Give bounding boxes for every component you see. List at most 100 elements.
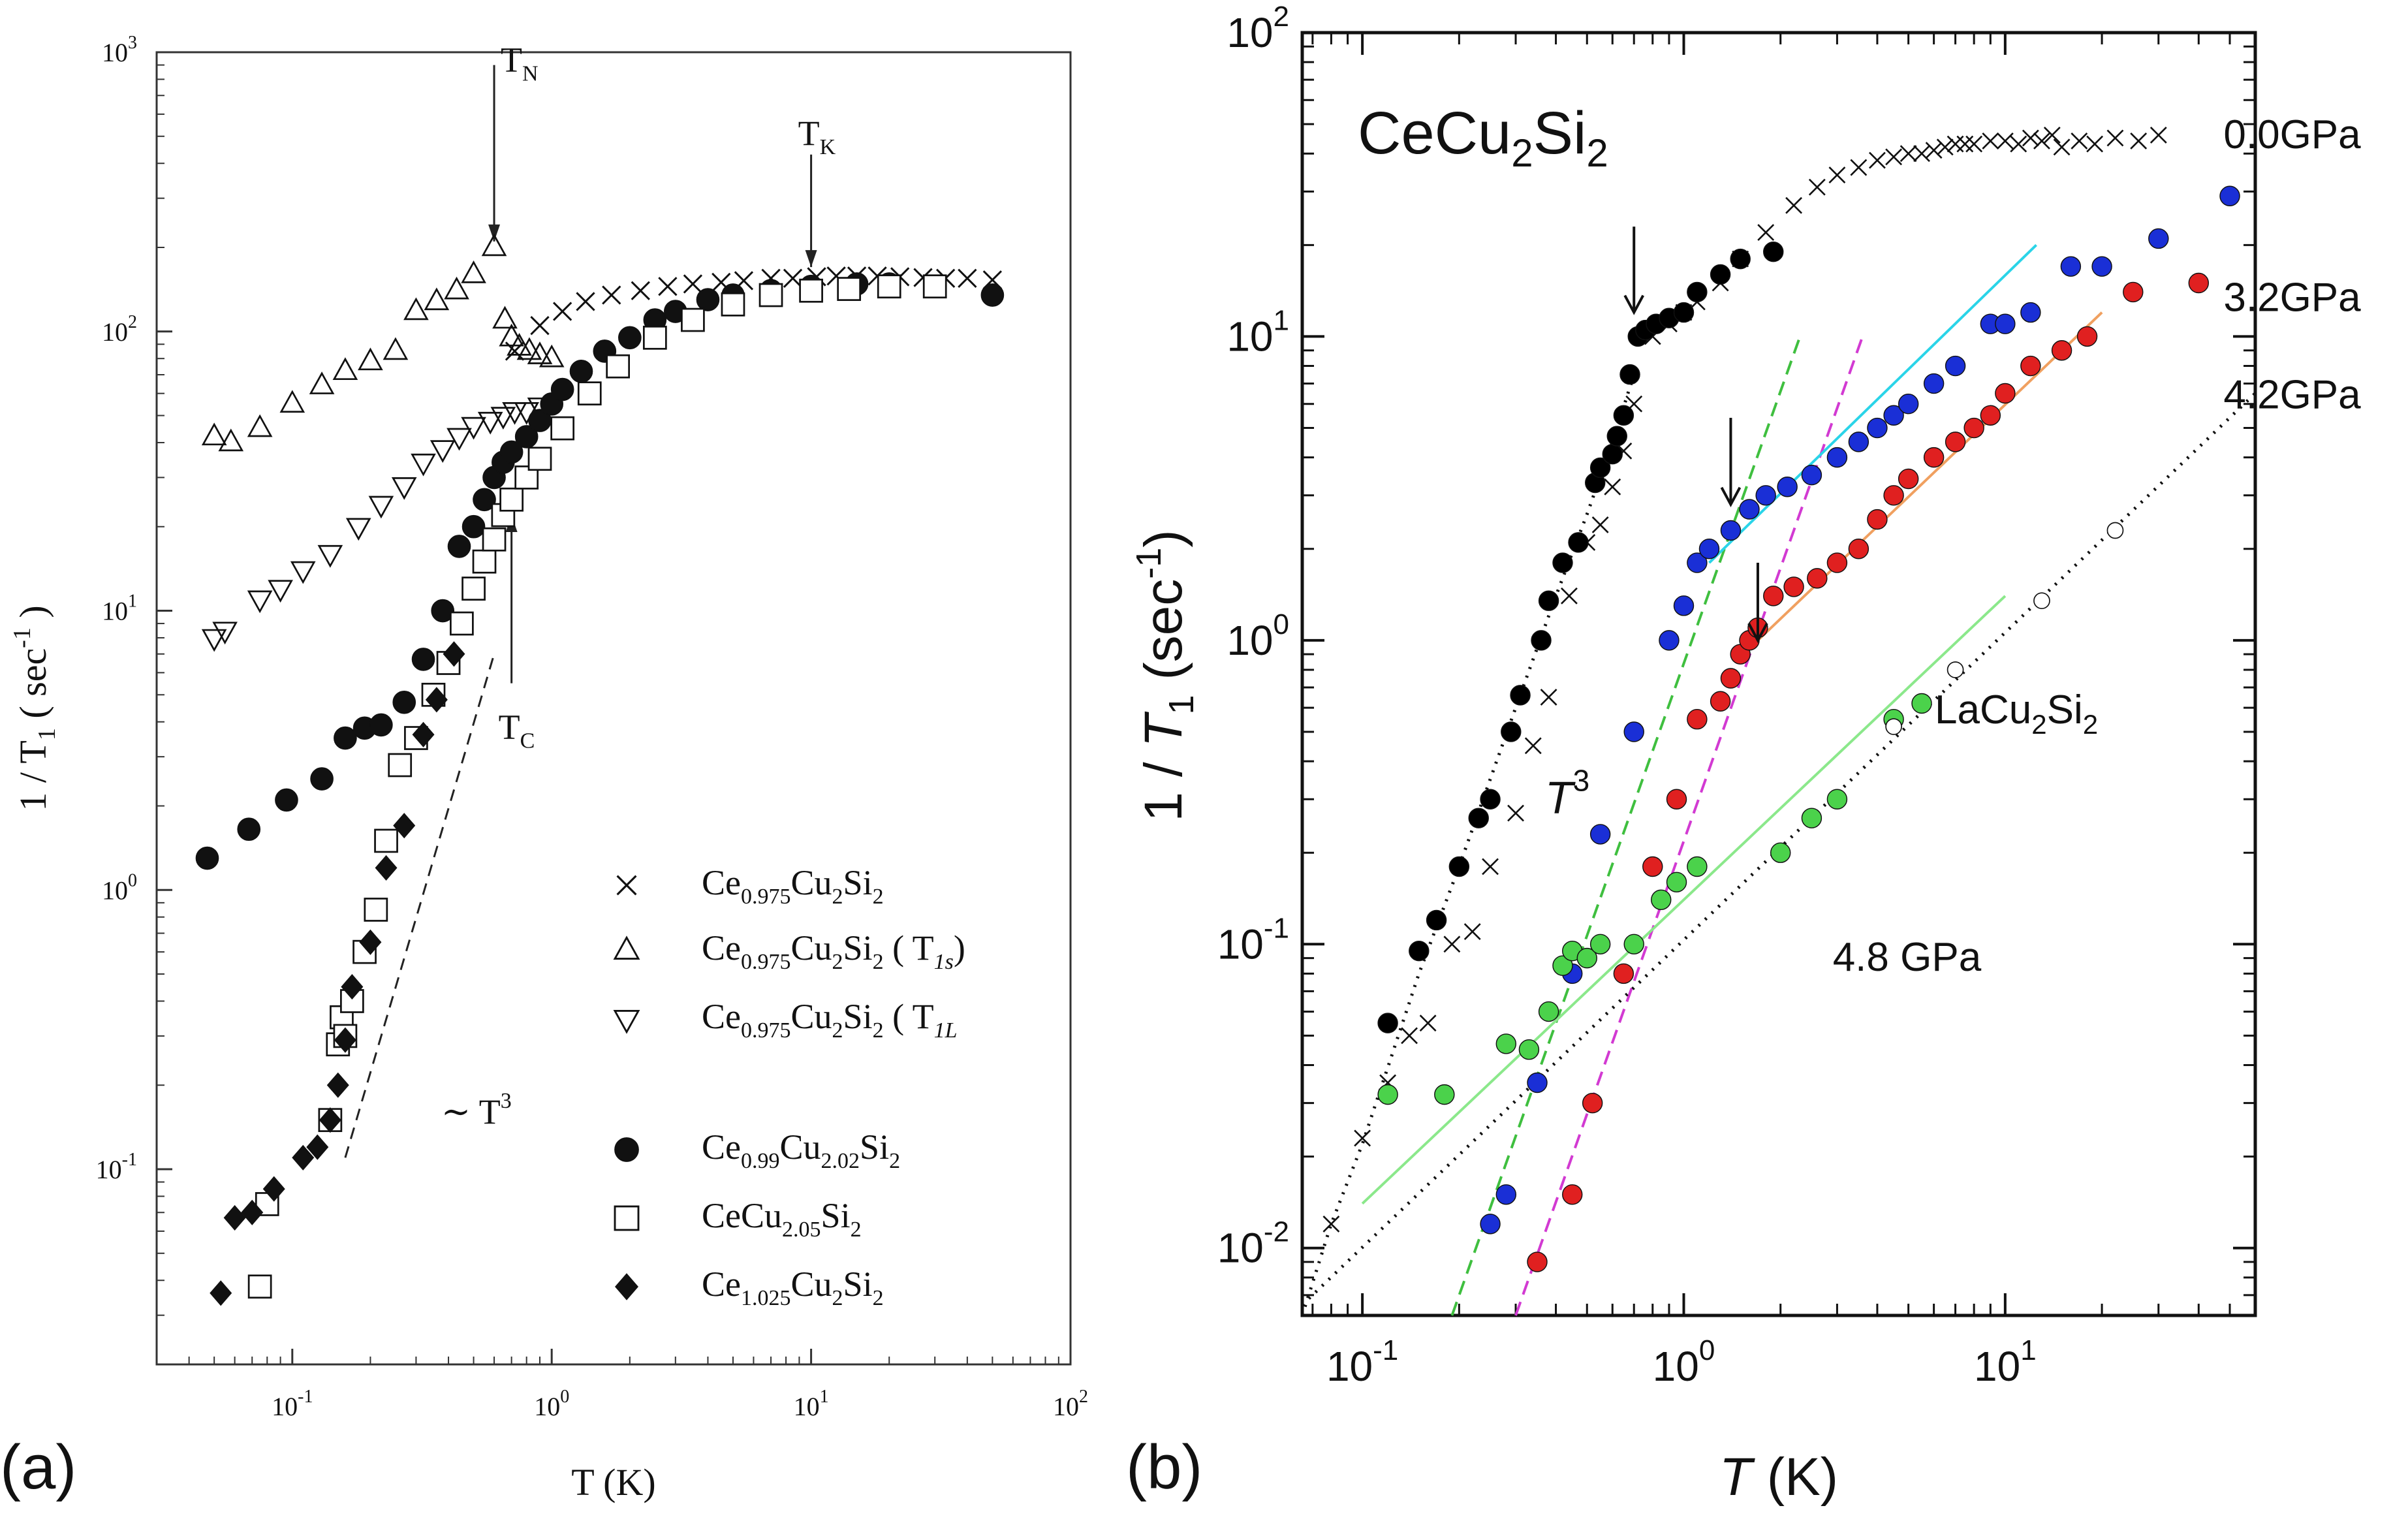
- panel-b-y-tick-label: 10-1: [1217, 912, 1289, 967]
- legend-end: Si: [843, 863, 873, 902]
- panel-b-point: [1913, 145, 1930, 163]
- panel-b-point: [1468, 808, 1489, 828]
- panel-b-series-1: [1377, 241, 1784, 1033]
- panel-b-point: [1947, 135, 1964, 153]
- panel-b-point: [2086, 135, 2104, 153]
- panel-a-legend-marker: [614, 1205, 640, 1231]
- panel-a-point: [550, 416, 575, 441]
- legend-sub3: 2: [873, 885, 884, 909]
- panel-a-y-tick-exponent: 0: [128, 870, 137, 890]
- panel-a-x-tick-exponent: 2: [1079, 1387, 1088, 1407]
- panel-a-point: [516, 337, 542, 360]
- panel-b-point: [1409, 940, 1430, 962]
- panel-a-point: [411, 453, 436, 477]
- panel-b-point: [1589, 934, 1611, 955]
- panel-a-y-tick-mantissa: 10: [96, 1155, 122, 1184]
- legend-main: Ce: [702, 1196, 741, 1235]
- panel-b-point: [1945, 432, 1966, 452]
- panel-b-point: [1613, 963, 1634, 984]
- panel-a-point: [783, 268, 803, 288]
- panel-b-y-label-pre: 1 /: [1134, 747, 1193, 822]
- panel-b-x-tick-mantissa: 10: [1653, 1343, 1699, 1390]
- legend-sub3: 2: [873, 1286, 884, 1310]
- legend-mid: Cu: [791, 928, 832, 967]
- panel-a-point: [341, 974, 364, 1000]
- fit-line-linear-fit-4.8gpa: [1361, 595, 2007, 1205]
- panel-a-y-tick-label: 10-1: [96, 1150, 137, 1184]
- panel-a-y-tick-exponent: 2: [128, 312, 137, 332]
- tk-label-sub: K: [820, 135, 836, 159]
- panel-a-point: [450, 611, 474, 636]
- panel-a-point: [444, 276, 469, 300]
- panel-a-x-tick-exponent: 1: [820, 1387, 829, 1407]
- panel-a-point: [681, 307, 705, 332]
- panel-b-point: [1527, 1251, 1548, 1272]
- panel-a-point: [472, 549, 497, 574]
- panel-a-point: [482, 527, 507, 552]
- panel-b-point: [1666, 872, 1687, 893]
- panel-a-point: [279, 390, 305, 413]
- panel-a-letter: (a): [0, 1432, 76, 1502]
- panel-b-point: [1463, 923, 1481, 940]
- panel-b-point: [1589, 457, 1611, 479]
- panel-b-y-label-sup: -1: [1129, 548, 1168, 579]
- panel-a-point: [268, 580, 293, 603]
- panel-b-y-tick-label: 101: [1227, 304, 1289, 360]
- panel-b-point: [1826, 552, 1848, 573]
- panel-b-point: [1666, 789, 1687, 810]
- panel-b-point: [1923, 373, 1945, 394]
- panel-b-point: [1720, 668, 1742, 689]
- panel-a-x-tick-mantissa: 10: [794, 1392, 820, 1421]
- panel-a-point: [212, 621, 238, 645]
- panel-a-point: [631, 281, 650, 300]
- panel-b-point: [1604, 478, 1621, 495]
- panel-a-legend-marker: [613, 935, 640, 960]
- panel-b-point: [1710, 691, 1731, 712]
- panel-a-point: [490, 407, 516, 430]
- panel-b-y-tick-mantissa: 10: [1227, 617, 1273, 664]
- panel-a-point: [683, 274, 703, 294]
- panel-a-point: [332, 357, 358, 381]
- panel-b-point: [1495, 1184, 1517, 1205]
- panel-b-point: [1808, 178, 1826, 196]
- panel-b-point: [1785, 197, 1803, 214]
- panel-b-point: [1801, 808, 1822, 828]
- panel-a-point: [310, 767, 334, 791]
- legend-extra-close: ): [954, 928, 965, 967]
- panel-a-point: [218, 428, 244, 452]
- legend-sub2: 2.05: [782, 1218, 821, 1242]
- panel-a-point: [383, 337, 409, 360]
- panel-b-point: [2076, 326, 2098, 347]
- panel-b-y-tick-mantissa: 10: [1227, 313, 1273, 360]
- panel-a-point: [642, 325, 667, 350]
- panel-b-title-mid: Si: [1533, 100, 1587, 166]
- panel-b-point: [2106, 129, 2124, 147]
- panel-a-legend-label: CeCu2.05Si2: [702, 1196, 862, 1242]
- panel-a-point: [576, 292, 595, 311]
- panel-b-point: [1763, 586, 1784, 606]
- panel-a-point: [368, 495, 394, 519]
- panel-b-point: [1848, 539, 1869, 559]
- legend-sub3: 2: [889, 1149, 900, 1173]
- panel-a-legend-label: Ce0.99Cu2.02Si2: [702, 1127, 900, 1173]
- panel-a-point: [391, 477, 417, 500]
- panel-a-point: [326, 1072, 349, 1098]
- panel-b-point: [1900, 145, 1917, 163]
- panel-b-point: [1538, 1001, 1559, 1022]
- panel-b-title: CeCu2Si2: [1358, 100, 1608, 175]
- panel-b-point: [1687, 856, 1708, 877]
- legend-mid: Cu: [791, 997, 832, 1036]
- panel-a-series-5: [210, 641, 465, 1306]
- tn-label-sub: N: [522, 62, 539, 86]
- panel-b-point: [2071, 133, 2088, 149]
- panel-a-legend-marker: [616, 875, 637, 896]
- legend-sub2: 2.02: [821, 1149, 860, 1173]
- panel-b-point: [1755, 485, 1776, 506]
- panel-b-point: [1589, 824, 1611, 845]
- panel-a-point: [499, 440, 524, 464]
- panel-b-series-4: [1377, 693, 1932, 1105]
